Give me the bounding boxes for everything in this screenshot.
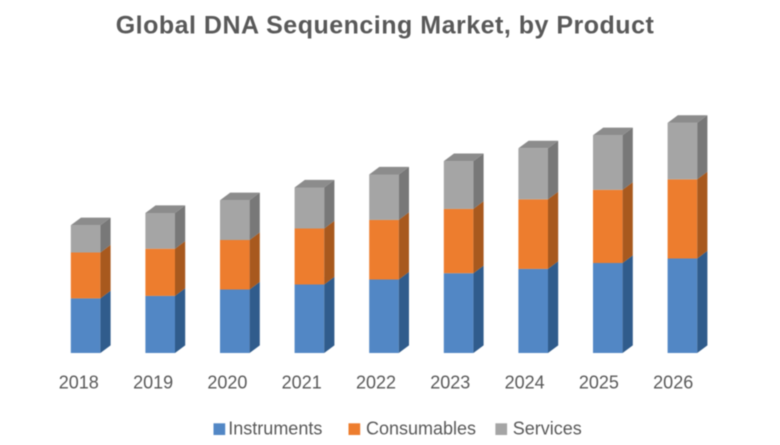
svg-text:2024: 2024 [505, 373, 545, 393]
svg-text:2023: 2023 [430, 373, 470, 393]
svg-text:2026: 2026 [653, 373, 693, 393]
svg-text:2019: 2019 [133, 373, 173, 393]
svg-text:Consumables: Consumables [366, 419, 476, 439]
svg-text:2022: 2022 [356, 373, 396, 393]
svg-text:2020: 2020 [207, 373, 247, 393]
svg-text:2025: 2025 [579, 373, 619, 393]
svg-text:Instruments: Instruments [228, 419, 322, 439]
svg-text:2018: 2018 [59, 373, 99, 393]
svg-text:2021: 2021 [282, 373, 322, 393]
svg-text:Global DNA Sequencing Market,: Global DNA Sequencing Market, by Product [116, 12, 655, 40]
svg-text:Services: Services [513, 419, 582, 439]
